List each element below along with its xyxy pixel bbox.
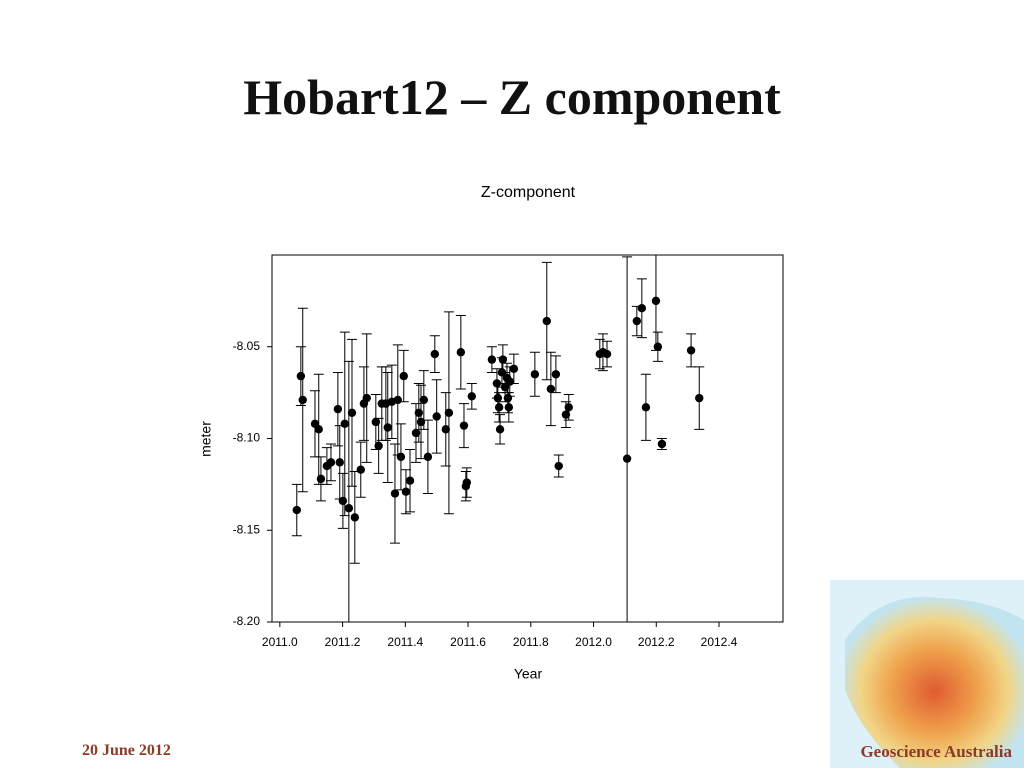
data-point bbox=[542, 316, 551, 326]
data-point bbox=[494, 403, 504, 412]
data-point bbox=[292, 505, 301, 515]
data-point bbox=[405, 476, 415, 485]
data-point bbox=[335, 458, 344, 467]
data-point bbox=[509, 364, 519, 373]
data-point bbox=[530, 370, 540, 379]
data-point bbox=[371, 417, 381, 427]
data-point bbox=[561, 410, 571, 419]
data-point bbox=[441, 425, 450, 434]
data-point bbox=[333, 404, 343, 414]
slide-title: Hobart12 – Z component bbox=[243, 69, 781, 125]
data-point bbox=[462, 478, 472, 487]
data-point bbox=[493, 393, 503, 403]
x-tick-label: 2012.0 bbox=[575, 635, 612, 649]
data-point bbox=[356, 465, 365, 474]
data-point bbox=[314, 425, 323, 434]
data-point bbox=[602, 349, 612, 359]
chart-title: Z-component bbox=[481, 184, 576, 201]
data-point bbox=[641, 403, 651, 412]
data-point bbox=[554, 461, 563, 471]
data-point bbox=[487, 355, 497, 364]
data-point bbox=[316, 474, 326, 484]
y-axis-label: meter bbox=[198, 421, 214, 457]
y-tick-label: -8.20 bbox=[233, 614, 261, 628]
data-point bbox=[347, 408, 357, 418]
footer-date: 20 June 2012 bbox=[82, 742, 171, 759]
y-tick-label: -8.15 bbox=[233, 522, 261, 536]
data-point bbox=[393, 395, 402, 405]
data-point bbox=[695, 393, 704, 403]
data-point bbox=[362, 393, 371, 403]
data-point bbox=[432, 412, 441, 421]
data-point bbox=[414, 408, 424, 418]
data-point bbox=[326, 458, 336, 467]
data-point bbox=[495, 425, 505, 434]
data-point bbox=[505, 377, 514, 386]
data-point bbox=[396, 452, 406, 462]
data-point bbox=[419, 395, 429, 405]
data-point bbox=[423, 452, 433, 462]
data-point bbox=[296, 371, 306, 381]
data-point bbox=[340, 419, 349, 429]
data-point bbox=[467, 392, 477, 401]
data-point bbox=[632, 316, 642, 326]
y-tick-label: -8.10 bbox=[233, 431, 261, 445]
data-point bbox=[338, 496, 348, 506]
data-point bbox=[686, 346, 696, 355]
x-tick-label: 2012.2 bbox=[638, 635, 675, 649]
data-point bbox=[622, 454, 632, 463]
data-point bbox=[459, 421, 469, 430]
data-point bbox=[546, 384, 556, 394]
map-decoration bbox=[830, 580, 1024, 768]
footer-organization: Geoscience Australia bbox=[860, 742, 1012, 761]
data-point bbox=[637, 304, 647, 313]
y-tick-label: -8.05 bbox=[233, 339, 261, 353]
data-point bbox=[503, 393, 513, 403]
data-point bbox=[444, 408, 454, 418]
data-point bbox=[350, 513, 360, 522]
data-point bbox=[551, 370, 561, 379]
data-point bbox=[390, 489, 400, 498]
data-point bbox=[657, 439, 667, 449]
data-point bbox=[430, 349, 440, 359]
data-point bbox=[344, 504, 354, 513]
data-point bbox=[504, 403, 514, 412]
x-axis-label: Year bbox=[514, 666, 543, 682]
plot-area bbox=[291, 255, 705, 622]
x-tick-label: 2012.4 bbox=[701, 635, 738, 649]
x-tick-label: 2011.2 bbox=[325, 635, 361, 649]
x-tick-label: 2011.6 bbox=[450, 635, 486, 649]
data-point bbox=[456, 348, 466, 357]
data-point bbox=[653, 342, 663, 351]
data-point bbox=[401, 487, 411, 496]
x-tick-label: 2011.4 bbox=[387, 635, 423, 649]
data-point bbox=[564, 403, 573, 412]
data-point bbox=[374, 441, 383, 451]
data-point bbox=[399, 371, 408, 381]
x-tick-label: 2011.0 bbox=[262, 635, 298, 649]
data-point bbox=[298, 395, 307, 405]
x-tick-label: 2011.8 bbox=[513, 635, 549, 649]
data-point bbox=[498, 355, 508, 364]
data-point bbox=[383, 423, 392, 432]
data-point bbox=[411, 428, 421, 438]
data-point bbox=[651, 296, 661, 306]
